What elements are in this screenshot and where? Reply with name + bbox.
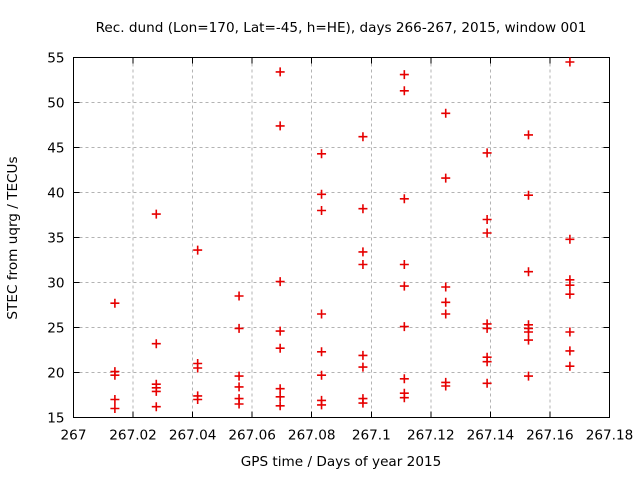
data-point-marker [110, 395, 120, 404]
data-point-marker [565, 361, 575, 371]
data-point-marker [524, 130, 534, 140]
y-tick-label: 25 [47, 321, 64, 337]
data-point-marker [275, 67, 285, 77]
data-point-marker [358, 398, 368, 408]
data-point-marker [399, 86, 409, 96]
y-tick-label: 20 [47, 366, 64, 382]
x-tick-label: 267.1 [352, 428, 391, 444]
x-tick-label: 267.02 [109, 428, 157, 444]
data-point-marker [358, 204, 368, 214]
data-point-marker [565, 57, 575, 67]
x-tick-label: 267.14 [467, 428, 515, 444]
data-point-marker [524, 190, 534, 200]
data-point-marker [234, 399, 244, 409]
x-axis-label: GPS time / Days of year 2015 [240, 454, 442, 470]
y-tick-label: 15 [47, 411, 64, 427]
data-point-marker [482, 148, 492, 158]
y-tick-label: 30 [47, 276, 64, 292]
data-point-marker [482, 378, 492, 388]
data-point-marker [234, 291, 244, 301]
data-point-marker [317, 400, 327, 410]
data-point-marker [358, 362, 368, 372]
data-point-marker [110, 404, 120, 413]
data-point-marker [358, 260, 368, 269]
data-point-marker [524, 267, 534, 277]
data-point-marker [358, 350, 368, 360]
data-point-marker [441, 309, 451, 319]
data-point-marker [275, 401, 285, 411]
data-point-marker [234, 371, 244, 381]
data-point-marker [565, 327, 575, 337]
x-tick-label: 267.08 [288, 428, 336, 444]
data-point-marker [151, 339, 161, 349]
data-point-marker [110, 298, 120, 308]
y-tick-label: 55 [47, 51, 64, 67]
data-point-marker [358, 132, 368, 142]
data-point-marker [524, 327, 534, 337]
data-point-marker [234, 382, 244, 392]
data-point-marker [275, 392, 285, 402]
data-point-marker [317, 149, 327, 159]
data-point-marker [441, 381, 451, 391]
x-tick-label: 267.12 [407, 428, 455, 444]
data-point-marker [275, 326, 285, 336]
data-point-marker [110, 370, 120, 380]
data-point-marker [482, 323, 492, 333]
data-point-marker [441, 108, 451, 118]
data-point-marker [399, 281, 409, 291]
data-point-marker [358, 247, 368, 257]
x-tick-label: 267.04 [169, 428, 217, 444]
data-point-marker [317, 347, 327, 357]
data-point-marker [399, 374, 409, 384]
data-point-marker [524, 335, 534, 345]
x-tick-label: 267 [61, 428, 87, 444]
data-point-marker [441, 173, 451, 183]
data-point-marker [482, 357, 492, 367]
y-axis-label: STEC from uqrg / TECUs [5, 156, 21, 320]
data-point-marker [275, 343, 285, 353]
data-point-marker [482, 228, 492, 238]
data-point-marker [441, 282, 451, 292]
data-point-marker [565, 234, 575, 244]
data-point-marker [565, 289, 575, 299]
data-point-marker [151, 402, 161, 412]
x-tick-label: 267.18 [586, 428, 634, 444]
data-point-marker [317, 206, 327, 215]
plot-border [73, 57, 610, 418]
y-tick-label: 50 [47, 96, 64, 112]
data-point-marker [482, 215, 492, 224]
data-point-marker [399, 322, 409, 332]
data-point-marker [565, 280, 575, 290]
data-point-marker [317, 370, 327, 380]
y-tick-label: 35 [47, 231, 64, 247]
data-point-marker [193, 245, 203, 255]
data-point-marker [441, 297, 451, 307]
data-point-marker [151, 209, 161, 219]
data-point-marker [565, 346, 575, 356]
data-point-marker [275, 121, 285, 131]
data-point-marker [399, 70, 409, 80]
chart-title: Rec. dund (Lon=170, Lat=-45, h=HE), days… [95, 20, 587, 36]
x-tick-label: 267.06 [228, 428, 276, 444]
data-point-marker [193, 395, 203, 404]
data-point-marker [193, 363, 203, 373]
y-tick-label: 40 [47, 186, 64, 202]
data-point-marker [275, 277, 285, 287]
data-point-marker [399, 393, 409, 403]
data-point-marker [524, 371, 534, 381]
data-point-marker [151, 386, 161, 396]
data-point-marker [399, 260, 409, 269]
data-point-marker [317, 309, 327, 319]
y-tick-label: 45 [47, 141, 64, 157]
data-point-marker [317, 189, 327, 199]
data-point-marker [399, 194, 409, 204]
data-point-marker [234, 323, 244, 333]
x-tick-label: 267.16 [526, 428, 574, 444]
data-point-marker [275, 384, 285, 394]
